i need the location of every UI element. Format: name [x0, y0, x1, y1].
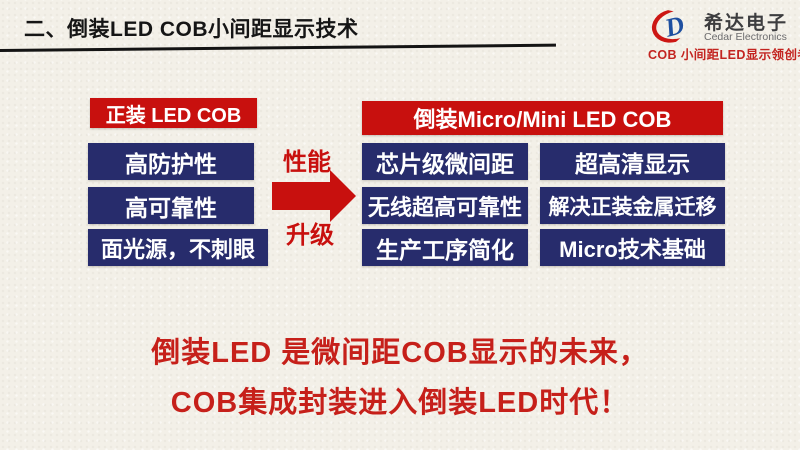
- left-feature-box: 高可靠性: [88, 187, 254, 224]
- transition-label-top: 性能: [283, 149, 331, 176]
- page-title: 二、倒装LED COB小间距显示技术: [24, 18, 359, 41]
- right-feature-box: 超高清显示: [540, 143, 725, 180]
- left-feature-box: 高防护性: [88, 143, 254, 180]
- right-feature-box: 生产工序简化: [362, 229, 528, 266]
- company-logo: D 希达电子 Cedar Electronics COB 小间距LED显示领创者: [644, 5, 800, 62]
- right-feature-box: 解决正装金属迁移: [540, 187, 725, 224]
- slogan-line2: COB集成封装进入倒装LED时代！: [170, 387, 630, 419]
- logo-company-subtitle: Cedar Electronics: [704, 31, 787, 43]
- slogan-line1: 倒装LED 是微间距COB显示的未来，: [151, 337, 649, 369]
- logo-tagline: COB 小间距LED显示领创者: [648, 48, 800, 62]
- title-underline: [0, 43, 556, 52]
- left-column-header: 正装 LED COB: [90, 98, 257, 128]
- cedar-logo-icon: D: [651, 10, 687, 43]
- right-feature-box: Micro技术基础: [540, 229, 725, 266]
- logo-company-name: 希达电子: [704, 13, 789, 34]
- upgrade-arrow-icon: [272, 170, 356, 222]
- left-feature-box: 面光源，不刺眼: [88, 229, 268, 266]
- right-feature-box: 芯片级微间距: [362, 143, 528, 180]
- transition-label-bottom: 升级: [286, 222, 334, 249]
- slogan: 倒装LED 是微间距COB显示的未来， COB集成封装进入倒装LED时代！: [0, 328, 800, 428]
- right-feature-box: 无线超高可靠性: [362, 187, 528, 224]
- right-column-header: 倒装Micro/Mini LED COB: [362, 101, 723, 135]
